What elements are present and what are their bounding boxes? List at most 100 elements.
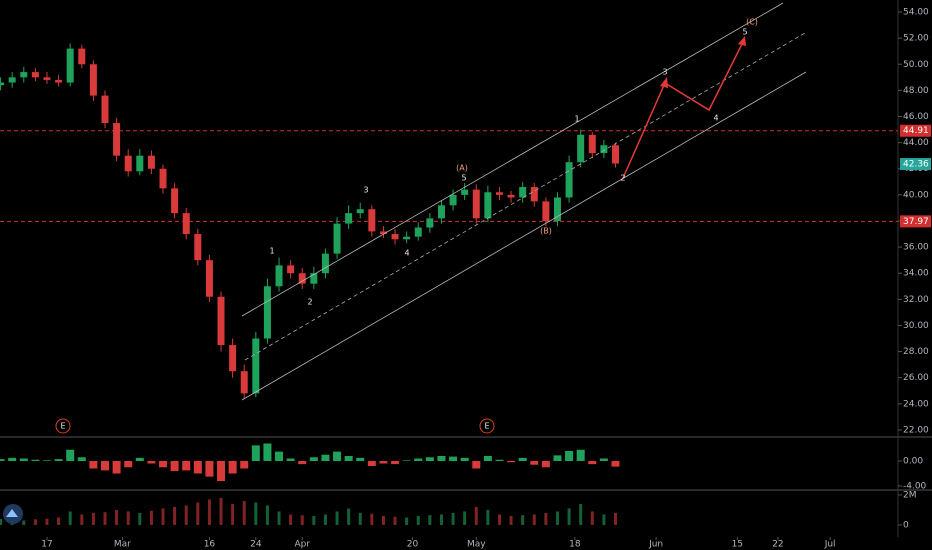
volume-bar — [126, 511, 130, 525]
event-label[interactable]: E — [60, 422, 65, 431]
y-tick-label: 0.00 — [903, 457, 923, 467]
candle-body — [194, 234, 202, 261]
candle-body — [182, 213, 190, 235]
candle-body — [553, 197, 561, 221]
volume-bar — [0, 518, 3, 525]
oscillator-bar — [425, 457, 434, 461]
candle-body — [229, 345, 237, 372]
candle-body — [205, 260, 213, 297]
candle-body — [287, 265, 295, 274]
volume-bar — [567, 508, 571, 525]
oscillator-bar — [437, 456, 446, 461]
oscillator-bar — [599, 458, 608, 461]
oscillator-bar — [112, 461, 121, 474]
volume-bar — [207, 499, 211, 525]
wave-label: 1 — [269, 247, 274, 256]
volume-bar — [613, 512, 617, 525]
candle-body — [333, 223, 341, 254]
volume-bar — [555, 511, 559, 525]
volume-bar — [381, 515, 385, 525]
oscillator-bar — [449, 456, 458, 461]
volume-bar — [590, 511, 594, 525]
y-tick-label: 34.00 — [903, 269, 929, 279]
y-tick-label: 54.00 — [903, 8, 929, 18]
candle-body — [507, 194, 515, 198]
wave-label: 3 — [662, 68, 667, 77]
oscillator-bar — [530, 461, 539, 465]
wave-label: (B) — [540, 227, 552, 236]
candle-body — [495, 192, 503, 195]
y-tick-label: 30.00 — [903, 321, 929, 331]
y-tick-label: -4.00 — [903, 482, 927, 492]
last-price-box — [900, 158, 931, 171]
event-marker[interactable] — [55, 418, 71, 434]
volume-bar — [474, 506, 478, 525]
candle-body — [263, 286, 271, 339]
y-tick-label: 24.00 — [903, 399, 929, 409]
y-tick-label: 52.00 — [903, 34, 929, 44]
oscillator-bar — [124, 461, 133, 468]
candle-body — [530, 187, 538, 202]
level-box — [900, 124, 931, 137]
event-label[interactable]: E — [484, 422, 489, 431]
candle-body — [101, 95, 109, 124]
volume-bar — [289, 514, 293, 525]
candle-body — [345, 213, 353, 224]
oscillator-bar — [159, 461, 168, 468]
y-tick-label: 46.00 — [903, 112, 929, 122]
volume-bar — [358, 512, 362, 525]
volume-bar — [451, 512, 455, 525]
oscillator-bar — [31, 459, 40, 461]
x-tick-label: May — [467, 540, 486, 550]
event-marker[interactable] — [479, 418, 495, 434]
y-tick-label: 32.00 — [903, 295, 929, 305]
candle-body — [310, 273, 318, 284]
oscillator-bar — [77, 457, 86, 461]
oscillator-bar — [402, 460, 411, 461]
wave-label: 5 — [461, 174, 466, 183]
volume-bar — [486, 509, 490, 525]
oscillator-bar — [588, 461, 597, 465]
volume-bar — [33, 519, 37, 525]
y-tick-label: 22.00 — [903, 425, 929, 435]
oscillator-bar — [495, 459, 504, 461]
projection-arrow — [622, 41, 744, 179]
y-tick-label: 50.00 — [903, 60, 929, 70]
candle-body — [588, 134, 596, 154]
volume-bar — [22, 520, 26, 525]
volume-bar — [439, 514, 443, 525]
oscillator-bar — [240, 461, 249, 469]
volume-bar — [405, 517, 409, 525]
volume-bar — [602, 514, 606, 525]
channel-lower — [241, 71, 807, 401]
candle-body — [565, 162, 573, 198]
oscillator-bar — [217, 461, 226, 481]
volume-bar — [242, 500, 246, 525]
oscillator-bar — [89, 461, 98, 469]
candle-body — [356, 209, 364, 214]
oscillator-bar — [251, 445, 260, 461]
candle-body — [484, 192, 492, 219]
candle-body — [113, 123, 121, 156]
oscillator-bar — [611, 461, 620, 467]
y-tick-label: 26.00 — [903, 373, 929, 383]
oscillator-bar — [460, 457, 469, 461]
wave-label: 4 — [713, 114, 718, 123]
candle-body — [437, 205, 445, 219]
volume-bar — [161, 508, 165, 525]
candle-body — [171, 188, 179, 214]
candle-body — [472, 189, 480, 219]
oscillator-bar — [379, 461, 388, 464]
oscillator-bar — [263, 443, 272, 461]
volume-bar — [231, 503, 235, 525]
wave-label: 5 — [742, 28, 747, 37]
volume-bar — [335, 511, 339, 525]
oscillator-bar — [228, 461, 237, 474]
level-label: 37.97 — [903, 217, 929, 227]
candle-body — [147, 155, 155, 169]
oscillator-bar — [333, 451, 342, 461]
volume-bar — [80, 514, 84, 525]
channel-mid — [244, 32, 806, 361]
oscillator-bar — [170, 461, 179, 471]
